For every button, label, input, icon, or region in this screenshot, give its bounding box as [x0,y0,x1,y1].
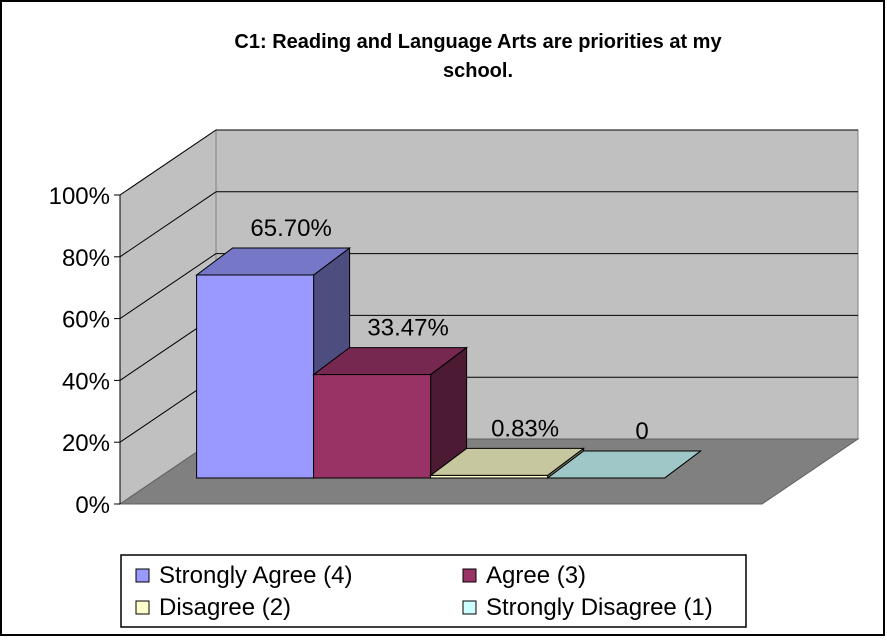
legend-label-agree: Agree (3) [486,562,586,589]
bar-front-face [314,375,431,478]
legend-swatch-strongly-disagree [463,601,476,614]
chart-title-line-2: school. [443,60,513,82]
data-label-strongly-disagree: 0 [635,418,648,445]
legend-label-disagree: Disagree (2) [159,594,291,621]
y-tick-label: 80% [62,245,110,272]
y-tick-label: 60% [62,307,110,334]
legend-label-strongly-disagree: Strongly Disagree (1) [486,594,713,621]
legend-swatch-disagree [136,601,149,614]
y-tick-label: 20% [62,430,110,457]
legend: Strongly Agree (4) Agree (3) Disagree (2… [121,555,746,627]
data-label-agree: 33.47% [367,315,448,342]
y-tick-label: 40% [62,368,110,395]
y-tick-label: 0% [75,492,110,519]
legend-swatch-strongly-agree [136,569,149,582]
legend-label-strongly-agree: Strongly Agree (4) [159,562,352,589]
data-label-strongly-agree: 65.70% [250,215,331,242]
bar-agree [314,348,467,478]
bar-front-face [431,475,548,478]
data-label-disagree: 0.83% [491,415,559,442]
bar-front-face [197,275,314,478]
legend-swatch-agree [463,569,476,582]
y-tick-label: 100% [49,183,110,210]
chart-title-line-1: C1: Reading and Language Arts are priori… [234,31,722,53]
